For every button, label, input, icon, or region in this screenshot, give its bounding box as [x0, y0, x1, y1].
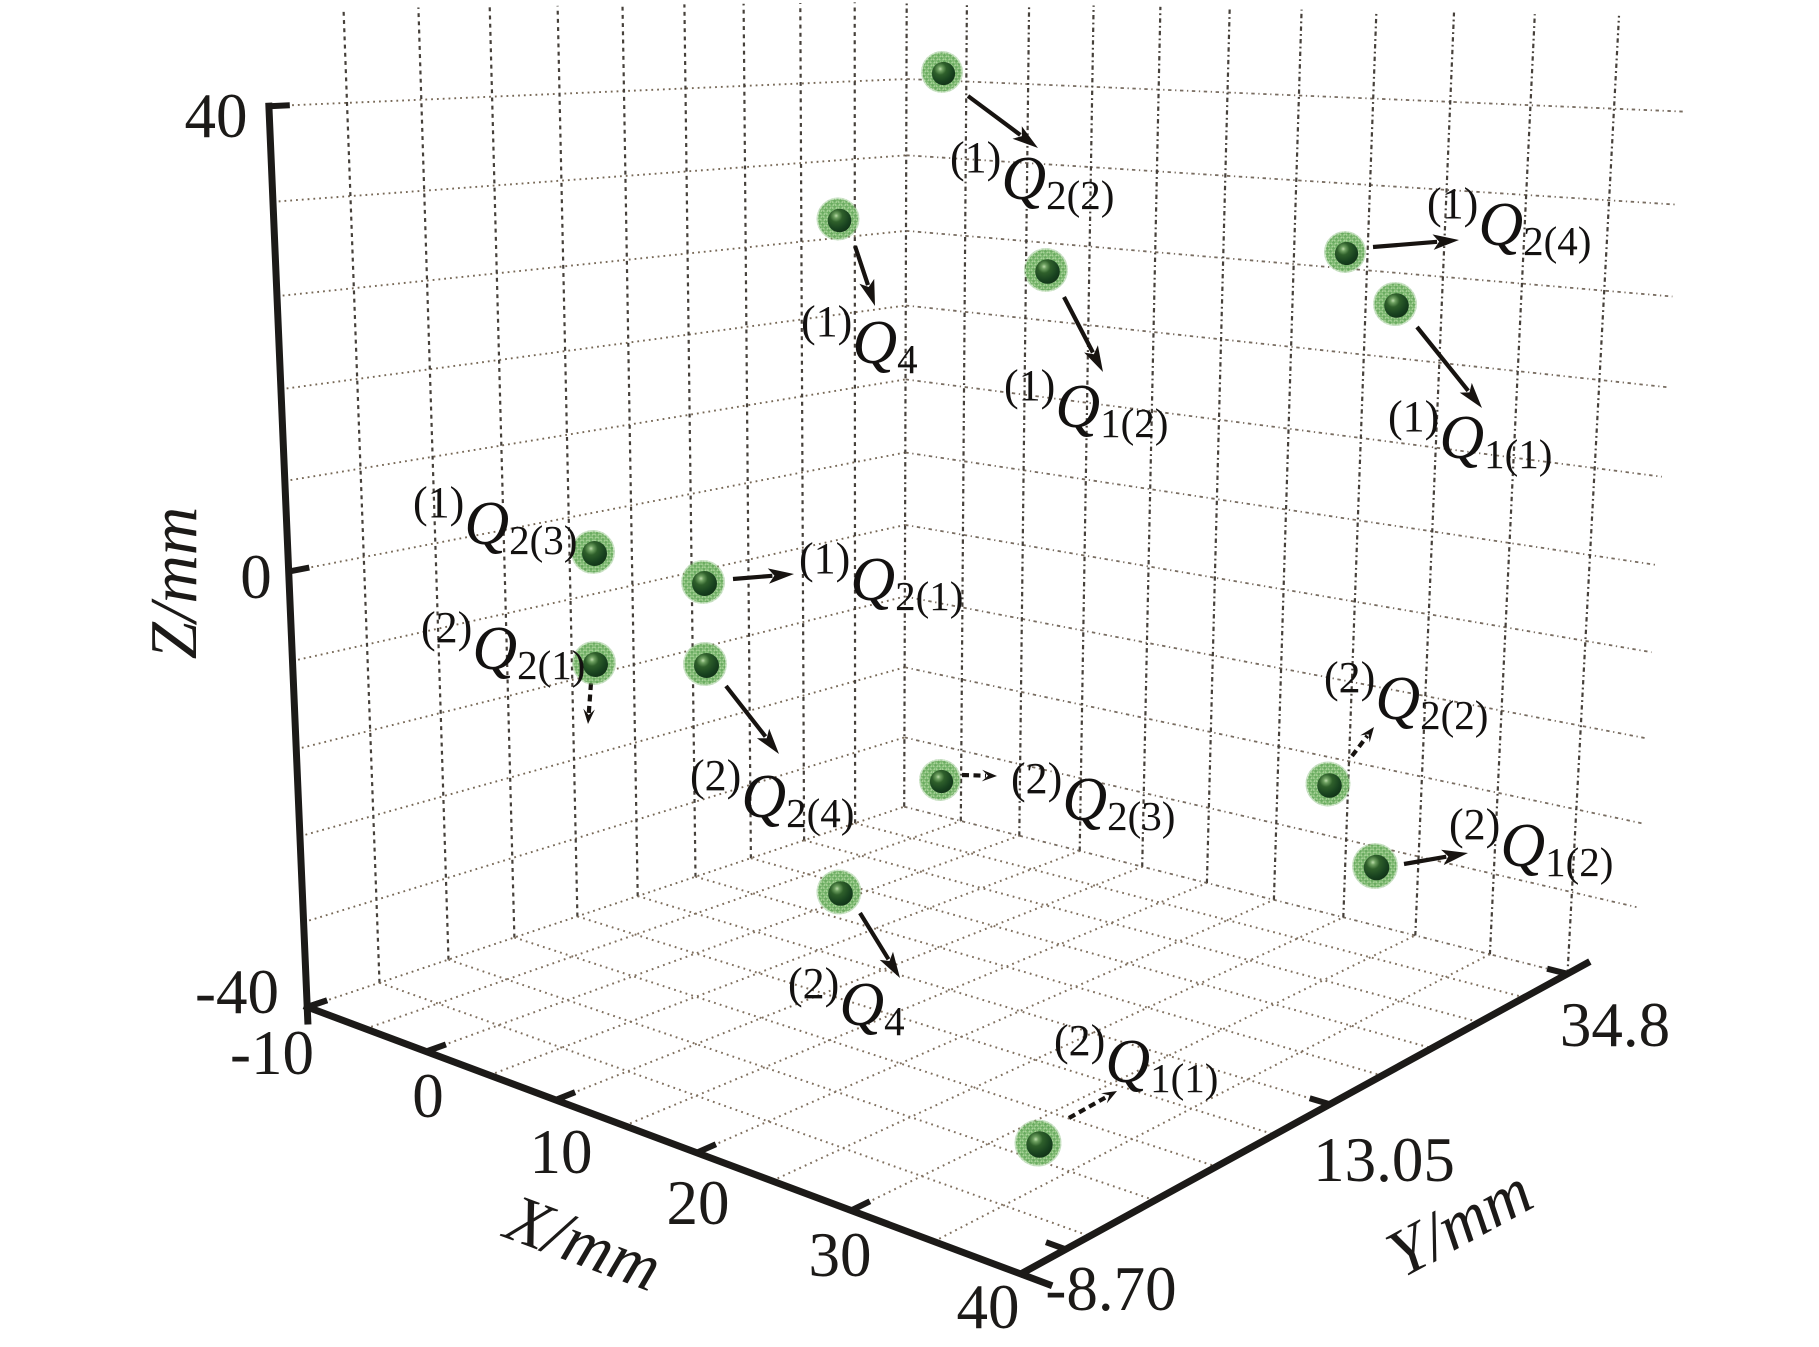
svg-text:Z/mm: Z/mm: [137, 507, 211, 660]
svg-text:-10: -10: [230, 1018, 314, 1088]
svg-text:0: 0: [240, 542, 272, 612]
svg-text:40: 40: [185, 81, 248, 151]
svg-text:13.05: 13.05: [1313, 1125, 1455, 1195]
svg-text:-8.70: -8.70: [1045, 1254, 1176, 1324]
svg-text:30: 30: [809, 1220, 872, 1290]
svg-text:40: 40: [957, 1272, 1020, 1342]
svg-text:-40: -40: [195, 957, 279, 1027]
svg-text:34.8: 34.8: [1560, 990, 1670, 1060]
svg-text:10: 10: [530, 1117, 593, 1187]
svg-text:20: 20: [667, 1168, 730, 1238]
svg-text:0: 0: [412, 1061, 444, 1131]
